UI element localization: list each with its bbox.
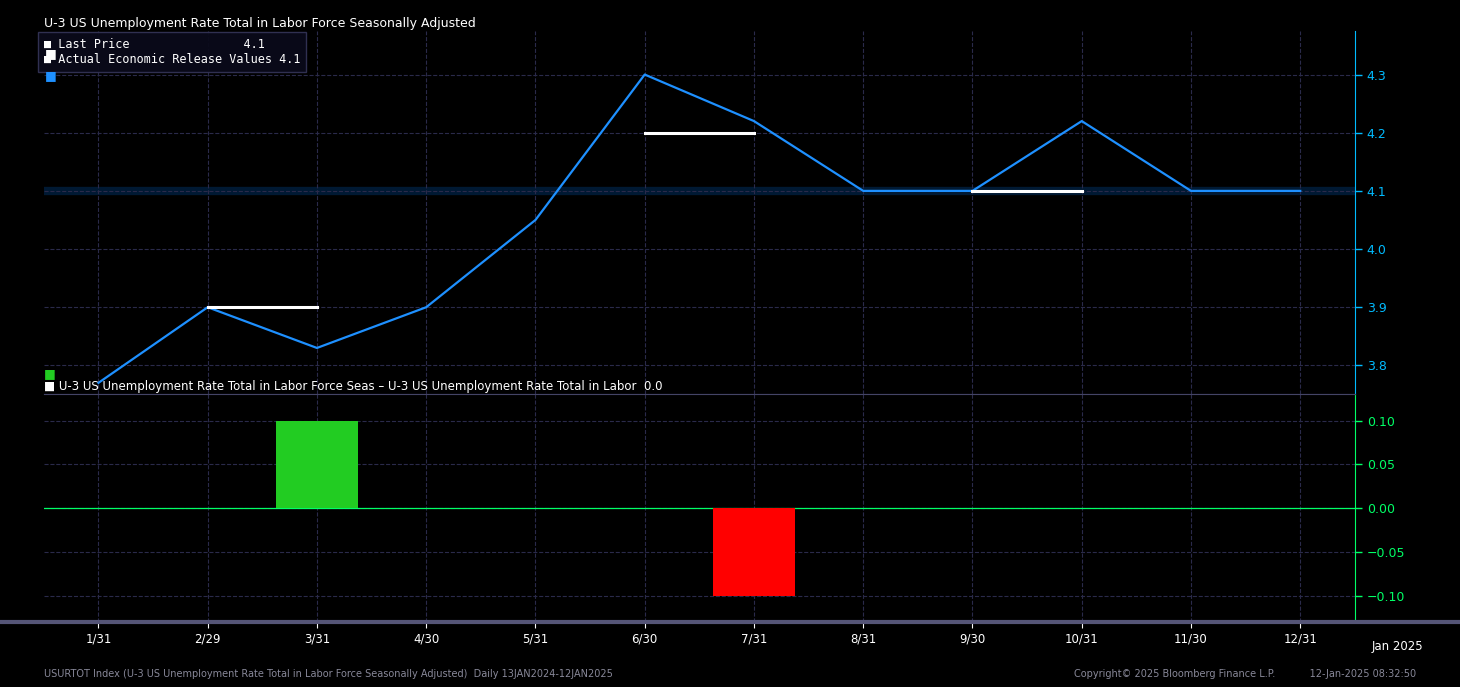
Text: Copyright© 2025 Bloomberg Finance L.P.           12-Jan-2025 08:32:50: Copyright© 2025 Bloomberg Finance L.P. 1… xyxy=(1075,668,1416,679)
Text: USURTOT Index (U-3 US Unemployment Rate Total in Labor Force Seasonally Adjusted: USURTOT Index (U-3 US Unemployment Rate … xyxy=(44,668,613,679)
Text: ■: ■ xyxy=(45,69,57,82)
Text: ■: ■ xyxy=(44,367,55,380)
Text: ■ Last Price                4.1
■ Actual Economic Release Values 4.1: ■ Last Price 4.1 ■ Actual Economic Relea… xyxy=(44,38,301,66)
Bar xyxy=(712,508,794,596)
Bar xyxy=(276,420,358,508)
Text: Jan 2025: Jan 2025 xyxy=(1371,640,1423,653)
Text: ■ U-3 US Unemployment Rate Total in Labor Force Seas – U-3 US Unemployment Rate : ■ U-3 US Unemployment Rate Total in Labo… xyxy=(44,381,663,394)
Text: U-3 US Unemployment Rate Total in Labor Force Seasonally Adjusted: U-3 US Unemployment Rate Total in Labor … xyxy=(44,16,476,30)
Text: ■: ■ xyxy=(45,47,57,60)
